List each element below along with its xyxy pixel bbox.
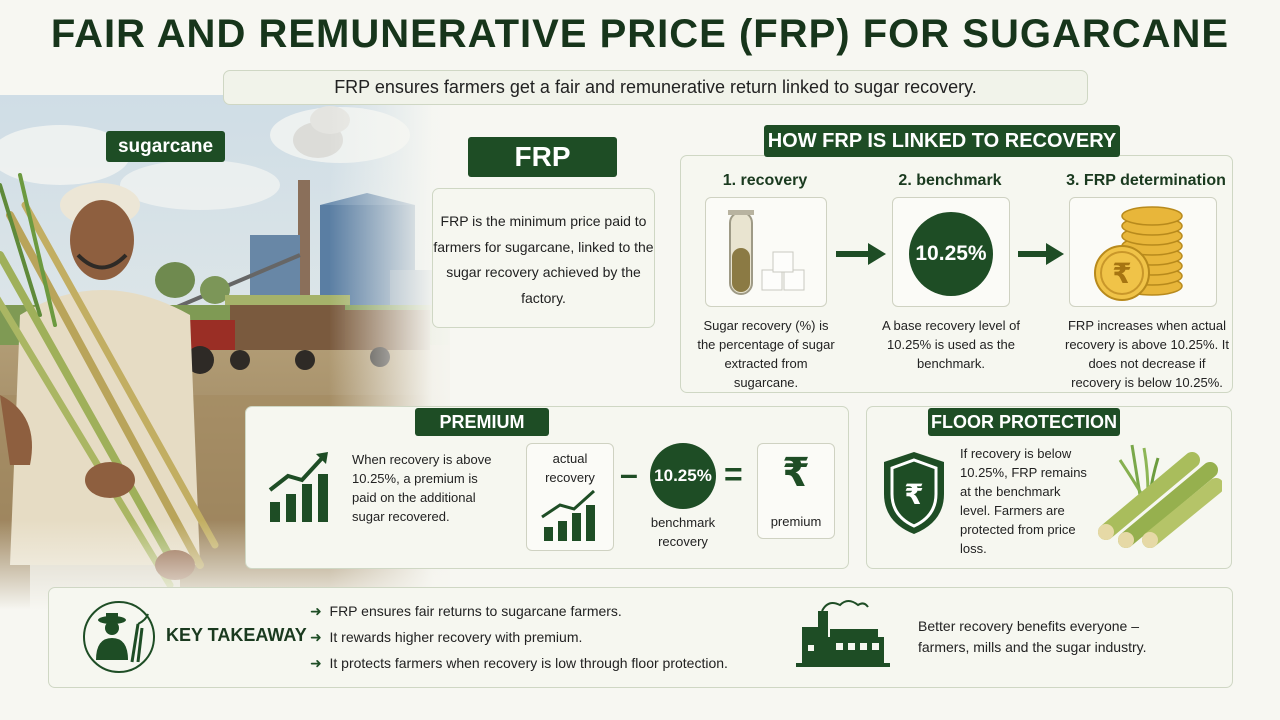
premium-text: When recovery is above 10.25%, a premium… (352, 452, 492, 524)
frp-determination-icon-box: ₹ (1069, 197, 1217, 307)
gold-coins-icon: ₹ (1094, 206, 1183, 301)
premium-result-label: premium (770, 514, 822, 529)
takeaway-closing: Better recovery benefits everyone – farm… (918, 618, 1147, 655)
rupee-shield-icon: ₹ (884, 452, 944, 534)
bullet-text: FRP ensures fair returns to sugarcane fa… (329, 603, 622, 619)
growth-chart-icon (268, 452, 328, 522)
page-title: FAIR AND REMUNERATIVE PRICE (FRP) FOR SU… (50, 12, 1230, 56)
factory-icon (796, 600, 890, 667)
frp-description: FRP is the minimum price paid to farmers… (433, 213, 654, 306)
step-frp-determination-title: 3. FRP determination (1066, 172, 1226, 189)
key-takeaway-heading: KEY TAKEAWAY (166, 625, 307, 645)
sugarcane-label: sugarcane (106, 131, 225, 162)
bullet-arrow-icon: ➜ (310, 603, 330, 619)
step-recovery-text: Sugar recovery (%) is the percentage of … (697, 318, 835, 390)
takeaway-bullet: ➜ It protects farmers when recovery is l… (310, 650, 770, 676)
benchmark-value-circle: 10.25% (909, 212, 993, 296)
step-recovery-title: 1. recovery (722, 172, 808, 189)
step-benchmark-title: 2. benchmark (898, 172, 1002, 189)
actual-recovery-box (526, 443, 614, 551)
floor-protection-heading: FLOOR PROTECTION (928, 408, 1120, 436)
shield-rupee-symbol: ₹ (904, 478, 923, 511)
test-tube-icon (728, 210, 805, 295)
key-takeaway-panel (48, 587, 1233, 688)
recovery-icon-box (705, 197, 827, 307)
step-frp-determination-text: FRP increases when actual recovery is ab… (1064, 318, 1230, 390)
premium-heading: PREMIUM (415, 408, 549, 436)
bullet-arrow-icon: ➜ (310, 629, 330, 645)
rupee-icon: ₹ (782, 450, 810, 496)
floor-protection-text: If recovery is below 10.25%, FRP remains… (960, 446, 1087, 556)
takeaway-bullets: ➜ FRP ensures fair returns to sugarcane … (310, 598, 770, 676)
step-benchmark-text: A base recovery level of 10.25% is used … (881, 318, 1021, 371)
bullet-text: It rewards higher recovery with premium. (329, 629, 583, 645)
benchmark-recovery-label: benchmark recovery (650, 515, 716, 549)
minus-sign: – (620, 456, 638, 492)
sugarcane-stalks-icon (1098, 444, 1222, 548)
premium-result-box (757, 443, 835, 539)
premium-benchmark-circle: 10.25% (650, 443, 716, 509)
takeaway-bullet: ➜ It rewards higher recovery with premiu… (310, 624, 770, 650)
svg-text:₹: ₹ (1112, 257, 1131, 290)
bullet-text: It protects farmers when recovery is low… (329, 655, 728, 671)
equals-sign: = (724, 456, 743, 492)
how-frp-heading: HOW FRP IS LINKED TO RECOVERY (764, 125, 1120, 157)
takeaway-bullet: ➜ FRP ensures fair returns to sugarcane … (310, 598, 770, 624)
subtitle-banner: FRP ensures farmers get a fair and remun… (223, 70, 1088, 105)
farmer-icon (83, 601, 155, 673)
frp-description-box: FRP is the minimum price paid to farmers… (432, 188, 655, 328)
frp-label: FRP (468, 137, 617, 177)
actual-recovery-label: actual recovery (545, 451, 595, 485)
sugar-cubes-icon (761, 251, 805, 291)
arrow-right-icon (836, 243, 886, 265)
growth-chart-icon (541, 489, 596, 541)
bullet-arrow-icon: ➜ (310, 655, 330, 671)
arrow-right-icon (1018, 243, 1064, 265)
